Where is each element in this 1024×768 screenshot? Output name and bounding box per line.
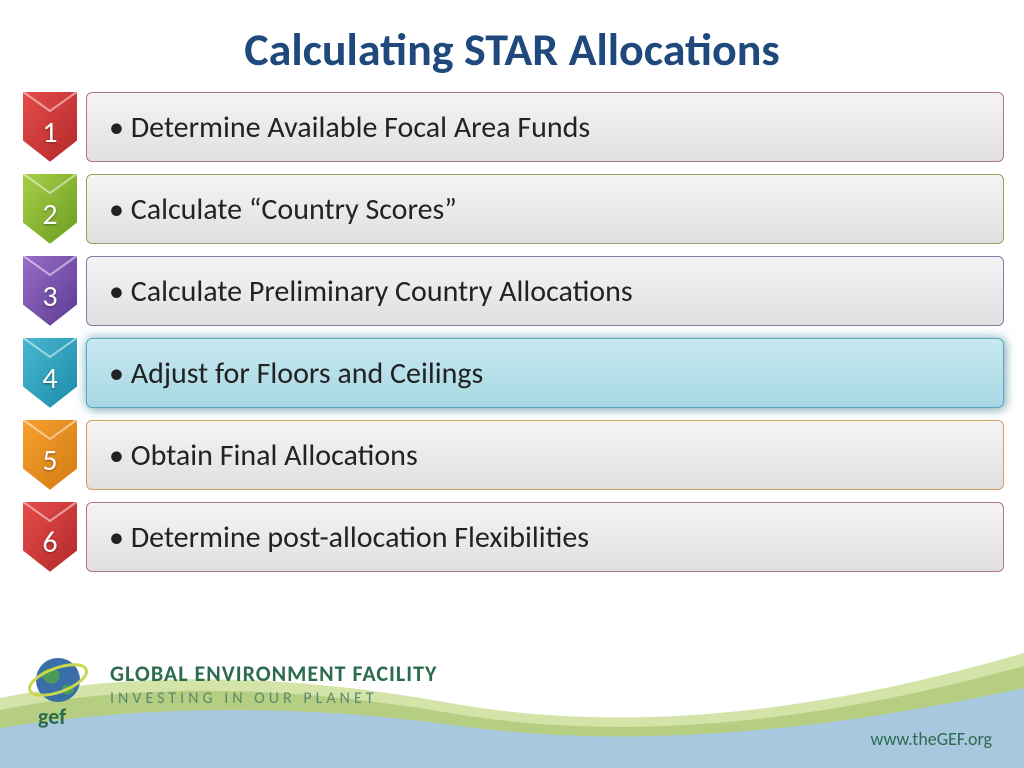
step-row-2: 2 • Calculate “Country Scores” [20,174,1004,244]
step-row-6: 6 • Determine post-allocation Flexibiliti… [20,502,1004,572]
step-chevron-1: 1 [20,92,80,162]
step-label: • Determine post-allocation Flexibilitie… [109,519,589,556]
step-label: • Calculate “Country Scores” [109,191,457,228]
footer-url: www.theGEF.org [871,728,992,750]
step-chevron-5: 5 [20,420,80,490]
step-label: • Adjust for Floors and Ceilings [109,355,483,392]
step-number: 1 [20,114,80,151]
step-number: 5 [20,442,80,479]
step-chevron-4: 4 [20,338,80,408]
logo-block: GLOBAL ENVIRONMENT FACILITY INVESTING IN… [28,652,437,716]
step-box-1: • Determine Available Focal Area Funds [86,92,1004,162]
step-box-5: • Obtain Final Allocations [86,420,1004,490]
step-box-2: • Calculate “Country Scores” [86,174,1004,244]
logo-label: gef [38,703,66,730]
step-number: 6 [20,524,80,561]
step-number: 2 [20,196,80,233]
step-label: • Obtain Final Allocations [109,437,418,474]
step-chevron-3: 3 [20,256,80,326]
step-label: • Determine Available Focal Area Funds [109,109,590,146]
step-number: 3 [20,278,80,315]
step-label: • Calculate Preliminary Country Allocati… [109,273,633,310]
step-row-1: 1 • Determine Available Focal Area Funds [20,92,1004,162]
step-row-3: 3 • Calculate Preliminary Country Allocat… [20,256,1004,326]
step-row-4: 4 • Adjust for Floors and Ceilings [20,338,1004,408]
page-title: Calculating STAR Allocations [0,0,1024,92]
steps-list: 1 • Determine Available Focal Area Funds 2… [0,92,1024,572]
org-name: GLOBAL ENVIRONMENT FACILITY [110,660,437,687]
step-number: 4 [20,360,80,397]
step-row-5: 5 • Obtain Final Allocations [20,420,1004,490]
org-tagline: INVESTING IN OUR PLANET [110,689,437,708]
footer: GLOBAL ENVIRONMENT FACILITY INVESTING IN… [0,608,1024,768]
step-chevron-2: 2 [20,174,80,244]
step-box-6: • Determine post-allocation Flexibilitie… [86,502,1004,572]
step-chevron-6: 6 [20,502,80,572]
step-box-4: • Adjust for Floors and Ceilings [86,338,1004,408]
step-box-3: • Calculate Preliminary Country Allocati… [86,256,1004,326]
